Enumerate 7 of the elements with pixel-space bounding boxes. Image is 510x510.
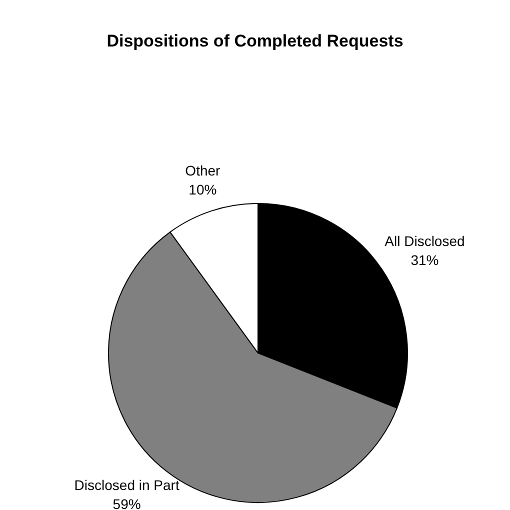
slice-label: Disclosed in Part xyxy=(74,476,180,493)
slice-label: All Disclosed xyxy=(384,232,465,249)
data-label: 59% xyxy=(112,496,141,510)
data-label: 31% xyxy=(410,252,439,268)
data-label: 10% xyxy=(188,182,217,198)
slice-label: Other xyxy=(185,162,221,179)
chart-title: Dispositions of Completed Requests xyxy=(106,32,404,51)
